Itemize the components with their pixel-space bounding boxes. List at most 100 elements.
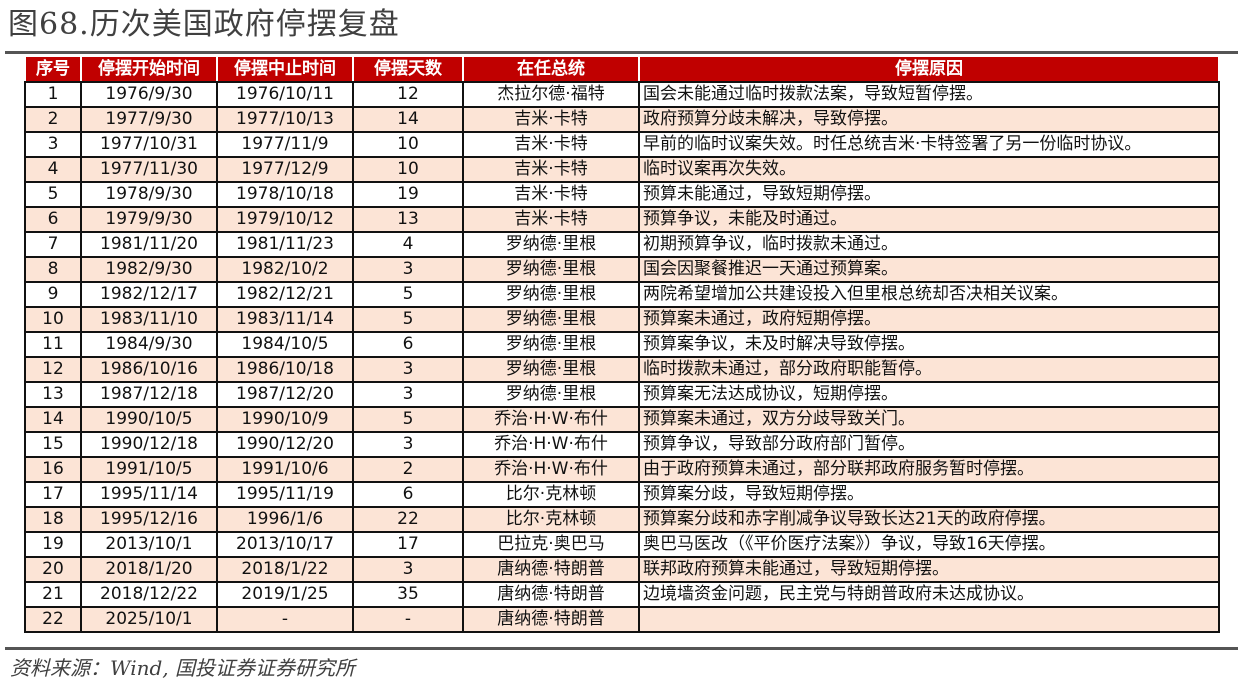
cell-start-date: 1990/12/18: [80, 431, 218, 458]
cell-president: 唐纳德·特朗普: [462, 581, 640, 608]
cell-start-date: 1987/12/18: [80, 381, 218, 408]
cell-days: 3: [352, 431, 464, 458]
table-row: 18 1995/12/16 1996/1/6 22 比尔·克林顿 预算案分歧和赤字削减争议…: [24, 506, 1220, 533]
table-row: 3 1977/10/31 1977/11/9 10 吉米·卡特 早前的临时议案失效。时任总…: [24, 131, 1220, 158]
cell-start-date: 2018/1/20: [80, 556, 218, 583]
cell-end-date: 1977/10/13: [216, 106, 354, 133]
cell-days: 22: [352, 506, 464, 533]
table-row: 12 1986/10/16 1986/10/18 3 罗纳德·里根 临时拨款未通过，部分政…: [24, 356, 1220, 383]
cell-reason: 由于政府预算未通过，部分联邦政府服务暂时停摆。: [638, 456, 1220, 483]
cell-reason: 预算案未通过，双方分歧导致关门。: [638, 406, 1220, 433]
cell-president: 吉米·卡特: [462, 181, 640, 208]
shutdown-history-table: 序号 停摆开始时间 停摆中止时间 停摆天数 在任总统 停摆原因 1 1976/9/…: [24, 55, 1220, 633]
table-row: 20 2018/1/20 2018/1/22 3 唐纳德·特朗普 联邦政府预算未能通过，导…: [24, 556, 1220, 583]
table-row: 8 1982/9/30 1982/10/2 3 罗纳德·里根 国会因聚餐推迟一天通过预算案…: [24, 256, 1220, 283]
cell-start-date: 2025/10/1: [80, 606, 218, 633]
header-end-date: 停摆中止时间: [216, 55, 354, 83]
cell-reason: 临时议案再次失效。: [638, 156, 1220, 183]
cell-reason: 预算案无法达成协议，短期停摆。: [638, 381, 1220, 408]
cell-days: 2: [352, 456, 464, 483]
header-president: 在任总统: [462, 55, 640, 83]
cell-end-date: 1979/10/12: [216, 206, 354, 233]
cell-president: 罗纳德·里根: [462, 281, 640, 308]
cell-end-date: 1991/10/6: [216, 456, 354, 483]
table-row: 19 2013/10/1 2013/10/17 17 巴拉克·奥巴马 奥巴马医改（《平价医…: [24, 531, 1220, 558]
cell-days: -: [352, 606, 464, 633]
cell-reason: 政府预算分歧未解决，导致停摆。: [638, 106, 1220, 133]
header-reason: 停摆原因: [638, 55, 1220, 83]
cell-index: 6: [24, 206, 82, 233]
table-row: 1 1976/9/30 1976/10/11 12 杰拉尔德·福特 国会未能通过临时拨款法…: [24, 81, 1220, 108]
cell-reason: 临时拨款未通过，部分政府职能暂停。: [638, 356, 1220, 383]
table-row: 2 1977/9/30 1977/10/13 14 吉米·卡特 政府预算分歧未解决，导致停…: [24, 106, 1220, 133]
table-row: 10 1983/11/10 1983/11/14 5 罗纳德·里根 预算案未通过，政府短期…: [24, 306, 1220, 333]
cell-start-date: 1995/11/14: [80, 481, 218, 508]
cell-end-date: 1995/11/19: [216, 481, 354, 508]
cell-president: 乔治·H·W·布什: [462, 431, 640, 458]
cell-president: 罗纳德·里根: [462, 331, 640, 358]
cell-reason: 预算案争议，未及时解决导致停摆。: [638, 331, 1220, 358]
cell-reason: 边境墙资金问题，民主党与特朗普政府未达成协议。: [638, 581, 1220, 608]
cell-start-date: 1990/10/5: [80, 406, 218, 433]
cell-index: 22: [24, 606, 82, 633]
table-row: 13 1987/12/18 1987/12/20 3 罗纳德·里根 预算案无法达成协议，短…: [24, 381, 1220, 408]
cell-reason: 联邦政府预算未能通过，导致短期停摆。: [638, 556, 1220, 583]
cell-index: 10: [24, 306, 82, 333]
cell-index: 2: [24, 106, 82, 133]
cell-index: 16: [24, 456, 82, 483]
cell-start-date: 1982/12/17: [80, 281, 218, 308]
cell-index: 15: [24, 431, 82, 458]
cell-president: 巴拉克·奥巴马: [462, 531, 640, 558]
cell-president: 乔治·H·W·布什: [462, 456, 640, 483]
cell-start-date: 1995/12/16: [80, 506, 218, 533]
cell-reason: 预算案分歧，导致短期停摆。: [638, 481, 1220, 508]
cell-president: 比尔·克林顿: [462, 506, 640, 533]
cell-end-date: 1987/12/20: [216, 381, 354, 408]
header-days: 停摆天数: [352, 55, 464, 83]
cell-index: 21: [24, 581, 82, 608]
cell-days: 6: [352, 481, 464, 508]
cell-start-date: 1978/9/30: [80, 181, 218, 208]
table-row: 6 1979/9/30 1979/10/12 13 吉米·卡特 预算争议，未能及时通过。: [24, 206, 1220, 233]
cell-reason: 国会因聚餐推迟一天通过预算案。: [638, 256, 1220, 283]
cell-days: 4: [352, 231, 464, 258]
cell-start-date: 1977/9/30: [80, 106, 218, 133]
cell-reason: 两院希望增加公共建设投入但里根总统却否决相关议案。: [638, 281, 1220, 308]
cell-president: 罗纳德·里根: [462, 231, 640, 258]
header-index: 序号: [24, 55, 82, 83]
cell-end-date: 1983/11/14: [216, 306, 354, 333]
table-row: 9 1982/12/17 1982/12/21 5 罗纳德·里根 两院希望增加公共建设投入…: [24, 281, 1220, 308]
table-row: 16 1991/10/5 1991/10/6 2 乔治·H·W·布什 由于政府预算未通过，…: [24, 456, 1220, 483]
cell-end-date: -: [216, 606, 354, 633]
table-row: 21 2018/12/22 2019/1/25 35 唐纳德·特朗普 边境墙资金问题，民主…: [24, 581, 1220, 608]
cell-president: 吉米·卡特: [462, 106, 640, 133]
cell-reason: 预算争议，未能及时通过。: [638, 206, 1220, 233]
cell-president: 罗纳德·里根: [462, 306, 640, 333]
cell-president: 唐纳德·特朗普: [462, 606, 640, 633]
cell-start-date: 1982/9/30: [80, 256, 218, 283]
cell-end-date: 1982/10/2: [216, 256, 354, 283]
table-row: 22 2025/10/1- - 唐纳德·特朗普: [24, 606, 1220, 633]
cell-index: 7: [24, 231, 82, 258]
cell-end-date: 1990/10/9: [216, 406, 354, 433]
cell-start-date: 1977/10/31: [80, 131, 218, 158]
cell-start-date: 1983/11/10: [80, 306, 218, 333]
cell-end-date: 1981/11/23: [216, 231, 354, 258]
cell-president: 杰拉尔德·福特: [462, 81, 640, 108]
bottom-divider: [5, 647, 1238, 650]
cell-reason: 初期预算争议，临时拨款未通过。: [638, 231, 1220, 258]
cell-start-date: 1977/11/30: [80, 156, 218, 183]
cell-end-date: 1976/10/11: [216, 81, 354, 108]
cell-days: 13: [352, 206, 464, 233]
cell-index: 4: [24, 156, 82, 183]
cell-end-date: 1982/12/21: [216, 281, 354, 308]
table-row: 14 1990/10/5 1990/10/9 5 乔治·H·W·布什 预算案未通过，双方分…: [24, 406, 1220, 433]
table-row: 17 1995/11/14 1995/11/19 6 比尔·克林顿 预算案分歧，导致短期停…: [24, 481, 1220, 508]
cell-end-date: 1977/12/9: [216, 156, 354, 183]
cell-start-date: 1984/9/30: [80, 331, 218, 358]
cell-days: 10: [352, 156, 464, 183]
header-start-date: 停摆开始时间: [80, 55, 218, 83]
cell-index: 20: [24, 556, 82, 583]
cell-start-date: 1991/10/5: [80, 456, 218, 483]
cell-index: 9: [24, 281, 82, 308]
